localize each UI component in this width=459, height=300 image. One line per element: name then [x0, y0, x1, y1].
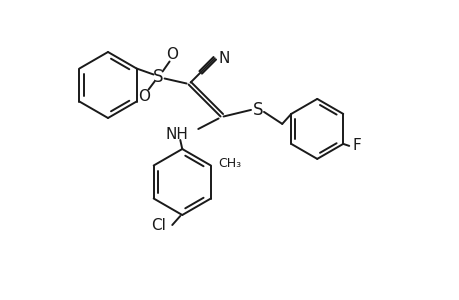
Text: N: N	[218, 51, 230, 66]
Text: Cl: Cl	[151, 218, 166, 232]
Text: S: S	[252, 101, 263, 119]
Text: F: F	[352, 138, 360, 153]
Text: NH: NH	[165, 127, 188, 142]
Text: O: O	[138, 89, 150, 104]
Text: O: O	[166, 47, 178, 62]
Text: S: S	[153, 68, 163, 85]
Text: CH₃: CH₃	[218, 157, 241, 170]
